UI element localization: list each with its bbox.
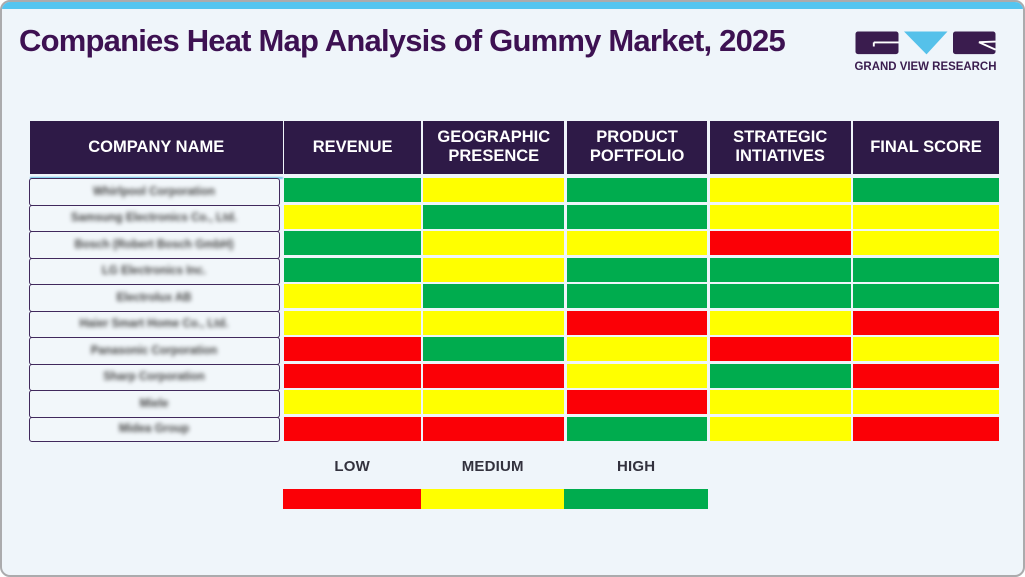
svg-text:GRAND VIEW RESEARCH: GRAND VIEW RESEARCH	[855, 60, 997, 73]
